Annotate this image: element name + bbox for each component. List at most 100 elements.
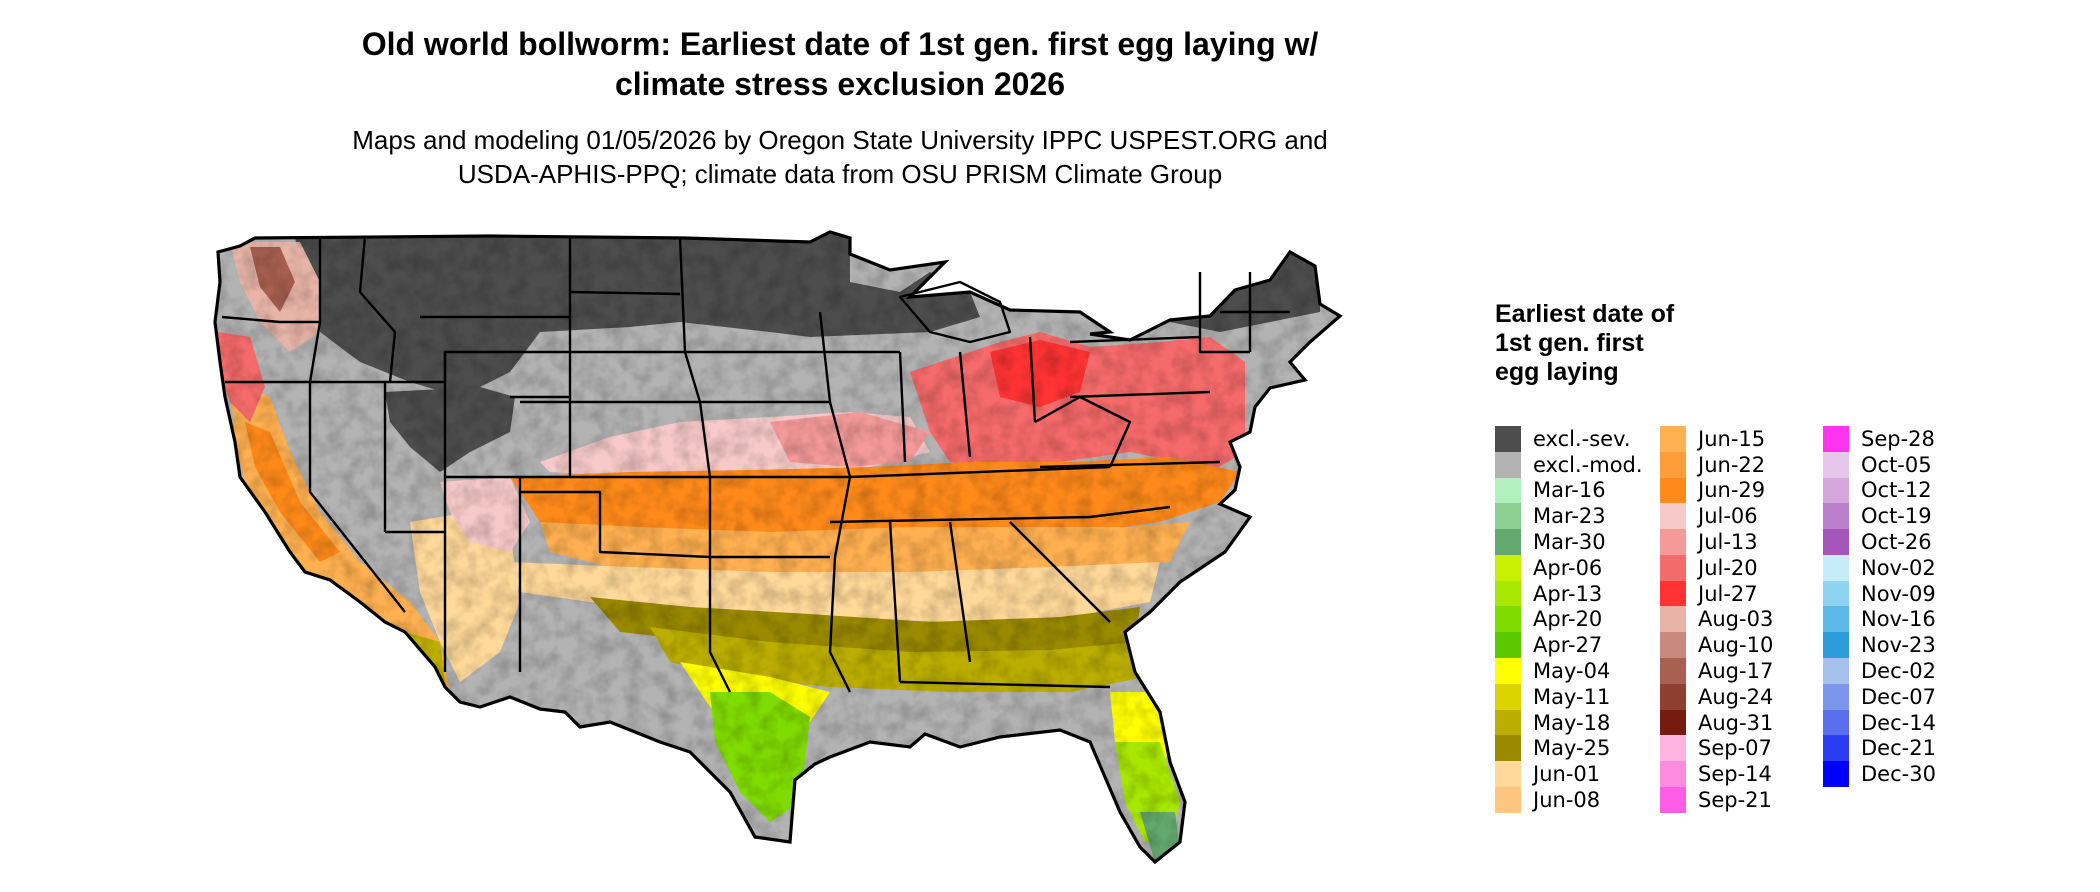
legend-label: Nov-16 bbox=[1861, 607, 1936, 632]
legend-label: Apr-06 bbox=[1533, 555, 1603, 580]
legend-item: Dec-02 bbox=[1823, 658, 1936, 685]
legend-label: Sep-28 bbox=[1861, 426, 1935, 451]
legend-item: Aug-24 bbox=[1660, 683, 1773, 710]
legend-swatch bbox=[1495, 606, 1521, 633]
legend-item: Sep-07 bbox=[1660, 735, 1773, 762]
legend-swatch bbox=[1823, 451, 1849, 478]
legend-label: Dec-30 bbox=[1861, 762, 1936, 787]
legend-label: Oct-19 bbox=[1861, 504, 1932, 529]
legend-item: Sep-14 bbox=[1660, 761, 1773, 788]
legend-item: Apr-06 bbox=[1495, 554, 1643, 581]
legend-swatch bbox=[1660, 477, 1686, 504]
legend-label: Sep-14 bbox=[1698, 762, 1772, 787]
legend-item: Nov-02 bbox=[1823, 554, 1936, 581]
legend-label: Nov-02 bbox=[1861, 555, 1936, 580]
legend-swatch bbox=[1495, 632, 1521, 659]
legend-label: Apr-13 bbox=[1533, 581, 1603, 606]
legend-swatch bbox=[1660, 554, 1686, 581]
legend-swatch bbox=[1495, 477, 1521, 504]
legend-swatch bbox=[1660, 735, 1686, 762]
border-ms-al bbox=[888, 521, 902, 683]
legend-swatch bbox=[1823, 709, 1849, 736]
legend-swatch bbox=[1823, 529, 1849, 556]
legend-swatch bbox=[1660, 529, 1686, 556]
legend-label: Aug-31 bbox=[1698, 710, 1774, 735]
legend-item: May-25 bbox=[1495, 735, 1643, 762]
legend-label: Dec-07 bbox=[1861, 684, 1936, 709]
legend-swatch bbox=[1660, 632, 1686, 659]
legend-label: Nov-09 bbox=[1861, 581, 1936, 606]
legend-swatch bbox=[1823, 503, 1849, 530]
border-ga-fl bbox=[899, 680, 1111, 689]
legend-label: excl.-sev. bbox=[1533, 426, 1631, 451]
border-oh-pa bbox=[1028, 336, 1037, 423]
border-wa-or bbox=[221, 315, 320, 324]
legend-swatch bbox=[1823, 683, 1849, 710]
legend-swatch bbox=[1660, 503, 1686, 530]
border-ga-sc bbox=[1009, 521, 1111, 623]
map-subtitle: Maps and modeling 01/05/2026 by Oregon S… bbox=[260, 123, 1420, 191]
legend-item: Oct-19 bbox=[1823, 503, 1936, 530]
legend-label: Oct-12 bbox=[1861, 478, 1932, 503]
legend-label: excl.-mod. bbox=[1533, 452, 1643, 477]
legend-label: Jun-01 bbox=[1533, 762, 1601, 787]
legend-item: Dec-21 bbox=[1823, 735, 1936, 762]
legend-label: Jul-20 bbox=[1698, 555, 1758, 580]
legend-label: Nov-23 bbox=[1861, 633, 1936, 658]
legend-column: Jun-15 Jun-22 Jun-29 Jul-06 Jul-13 Jul-20 Jul-… bbox=[1660, 425, 1774, 814]
legend-swatch bbox=[1660, 658, 1686, 685]
border-in-oh bbox=[958, 351, 972, 458]
legend-label: Jun-22 bbox=[1698, 452, 1766, 477]
legend-item: Aug-31 bbox=[1660, 709, 1774, 736]
legend-label: Dec-14 bbox=[1861, 710, 1936, 735]
border-al-ga bbox=[948, 521, 972, 663]
legend-swatch bbox=[1823, 658, 1849, 685]
legend-item: Apr-13 bbox=[1495, 580, 1643, 607]
legend-item: Aug-10 bbox=[1660, 632, 1773, 659]
legend-label: Jul-27 bbox=[1698, 581, 1758, 606]
legend-swatch bbox=[1660, 683, 1686, 710]
legend-swatch bbox=[1495, 735, 1521, 762]
legend-item: Dec-07 bbox=[1823, 683, 1936, 710]
legend-swatch bbox=[1823, 580, 1849, 607]
legend-swatch bbox=[1823, 606, 1849, 633]
legend-label: Aug-17 bbox=[1698, 659, 1774, 684]
map-title-line-1: Old world bollworm: Earliest date of 1st… bbox=[361, 26, 1319, 62]
border-il-in bbox=[898, 351, 907, 463]
legend-swatch bbox=[1660, 787, 1686, 814]
border-ky-tn bbox=[849, 465, 1111, 479]
legend-item: excl.-mod. bbox=[1495, 451, 1643, 478]
legend-swatch bbox=[1495, 761, 1521, 788]
legend-item: Dec-14 bbox=[1823, 709, 1936, 736]
legend-label: May-25 bbox=[1533, 736, 1611, 761]
legend-swatch bbox=[1660, 451, 1686, 478]
legend-swatch bbox=[1495, 658, 1521, 685]
border-pa-md bbox=[1069, 390, 1211, 399]
legend-swatch bbox=[1823, 554, 1849, 581]
border-mt-id bbox=[358, 235, 397, 383]
legend-label: Jul-13 bbox=[1698, 530, 1758, 555]
legend-item: Oct-26 bbox=[1823, 529, 1936, 556]
map-title: Old world bollworm: Earliest date of 1st… bbox=[300, 24, 1380, 104]
legend-label: Jun-08 bbox=[1533, 788, 1601, 813]
legend-item: Jun-15 bbox=[1660, 425, 1773, 452]
legend-swatch bbox=[1495, 425, 1521, 452]
legend-item: Nov-16 bbox=[1823, 606, 1936, 633]
legend-item: Mar-30 bbox=[1495, 529, 1643, 556]
legend-label: Dec-02 bbox=[1861, 659, 1936, 684]
legend-label: Jun-15 bbox=[1698, 426, 1766, 451]
legend-label: Aug-03 bbox=[1698, 607, 1774, 632]
legend-label: May-18 bbox=[1533, 710, 1611, 735]
legend-item: Dec-30 bbox=[1823, 761, 1936, 788]
state-borders bbox=[221, 235, 1290, 693]
legend-item: Oct-05 bbox=[1823, 451, 1936, 478]
us-phenology-map bbox=[213, 230, 1343, 865]
legend-swatch bbox=[1495, 554, 1521, 581]
border-pa-ny bbox=[1069, 335, 1201, 344]
legend-label: Sep-07 bbox=[1698, 736, 1772, 761]
legend-item: May-18 bbox=[1495, 709, 1643, 736]
us-outline bbox=[213, 230, 1343, 865]
legend-item: Apr-20 bbox=[1495, 606, 1643, 633]
legend-label: Mar-23 bbox=[1533, 504, 1606, 529]
legend-item: Jun-01 bbox=[1495, 761, 1643, 788]
